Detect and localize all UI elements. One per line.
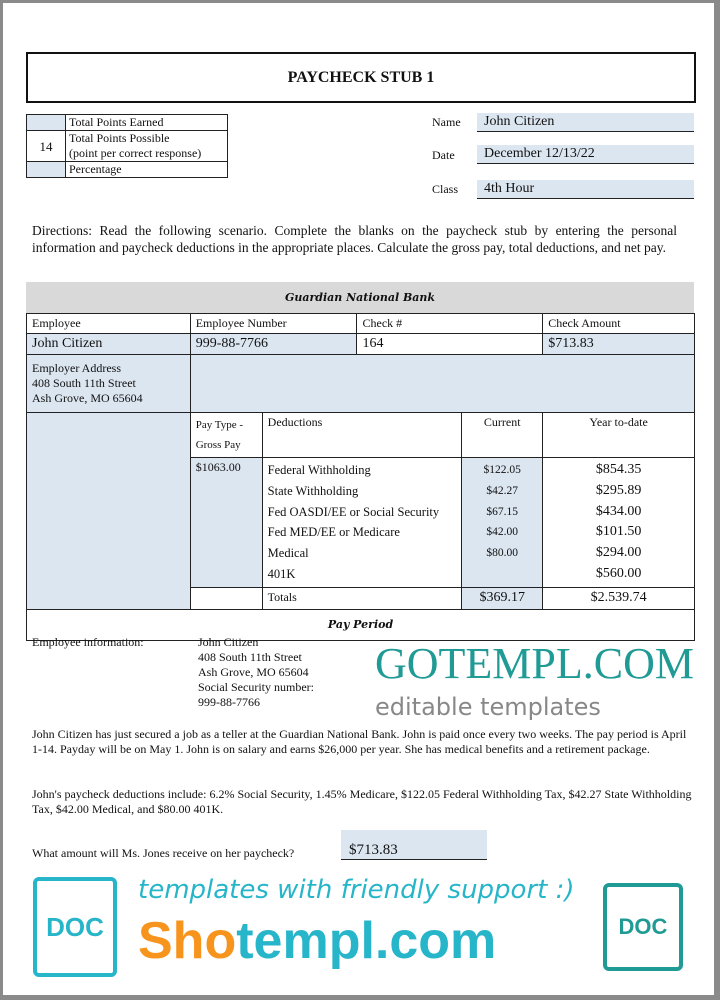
points-possible-label: Total Points Possible (point per correct …: [65, 130, 228, 162]
employee-info-line: 408 South 11th Street: [198, 650, 302, 664]
totals-ytd-field[interactable]: $2.539.74: [542, 586, 695, 610]
deduction-name: Fed MED/EE or Medicare: [267, 525, 400, 540]
deduction-current[interactable]: $42.27: [486, 484, 519, 497]
employer-address-field[interactable]: [189, 354, 696, 413]
points-earned-label: Total Points Earned: [65, 114, 228, 131]
employee-info-line: 999-88-7766: [198, 695, 260, 709]
ytd-header: Year to-date: [542, 412, 695, 458]
points-possible-value: 14: [26, 130, 66, 162]
class-label: Class: [432, 182, 459, 196]
name-field[interactable]: John Citizen: [477, 113, 694, 132]
scenario-paragraph: John Citizen has just secured a job as a…: [32, 727, 687, 756]
deduction-name: 401K: [267, 566, 296, 581]
deduction-name: Federal Withholding: [267, 463, 371, 477]
employee-number-label: Employee Number: [189, 313, 358, 334]
deduction-name: Medical: [267, 546, 309, 561]
check-number-field[interactable]: 164: [356, 333, 544, 355]
pay-period-label: Pay Period: [26, 608, 695, 641]
paycheck-stub: Employee Employee Number Check # Check A…: [26, 313, 696, 641]
points-table: Total Points Earned 14 Total Points Possi…: [26, 114, 228, 178]
deduction-ytd: $854.35: [595, 462, 642, 477]
deduction-names: Federal Withholding State Withholding Fed …: [261, 457, 463, 588]
gross-pay-field[interactable]: $1063.00: [189, 457, 263, 588]
doc-file-icon-2: DOC: [603, 883, 683, 971]
deduction-current[interactable]: $80.00: [486, 547, 519, 560]
page-title: PAYCHECK STUB 1: [26, 52, 696, 103]
totals-current-field[interactable]: $369.17: [461, 586, 544, 610]
deduction-ytd-values: $854.35 $295.89 $434.00 $101.50 $294.00 $560.…: [542, 457, 695, 588]
employee-number-field[interactable]: 999-88-7766: [189, 333, 358, 355]
document-page: PAYCHECK STUB 1 Total Points Earned 14 To…: [3, 3, 714, 995]
deduction-ytd: $560.00: [595, 565, 642, 581]
deduction-current[interactable]: $67.15: [486, 505, 519, 518]
watermark-editable: editable templates: [375, 693, 601, 721]
watermark-brand: Shotempl.com: [138, 912, 497, 970]
doc-file-icon: DOC: [33, 877, 117, 977]
check-number-label: Check #: [356, 313, 544, 334]
watermark-tagline: templates with friendly support :): [138, 875, 575, 905]
deduction-ytd: $295.89: [595, 482, 642, 498]
current-header: Current: [461, 412, 544, 458]
employee-info: John Citizen 408 South 11th Street Ash Gro…: [198, 635, 314, 710]
deduction-name: Fed OASDI/EE or Social Security: [267, 504, 440, 519]
employee-field[interactable]: John Citizen: [26, 333, 191, 355]
name-label: Name: [432, 115, 461, 129]
class-field[interactable]: 4th Hour: [477, 180, 694, 199]
deduction-current-values: $122.05 $42.27 $67.15 $42.00 $80.00: [461, 457, 544, 588]
deduction-ytd: $101.50: [595, 524, 642, 540]
employee-info-label: Employee information:: [32, 635, 144, 649]
watermark-gotempl: GOTEMPL.COM: [375, 639, 695, 688]
deduction-ytd: $294.00: [595, 545, 642, 561]
totals-label: Totals: [261, 586, 463, 610]
date-label: Date: [432, 148, 455, 162]
employee-label: Employee: [26, 313, 191, 334]
check-amount-label: Check Amount: [542, 313, 695, 334]
question-label: What amount will Ms. Jones receive on he…: [32, 846, 295, 860]
deduction-name: State Withholding: [267, 483, 359, 498]
percentage-label: Percentage: [65, 161, 228, 178]
deduction-ytd: $434.00: [595, 503, 642, 519]
pay-type-header: Pay Type - Gross Pay: [189, 412, 263, 458]
deductions-paragraph: John's paycheck deductions include: 6.2%…: [32, 787, 692, 816]
deduction-current[interactable]: $42.00: [486, 526, 519, 539]
check-amount-field[interactable]: $713.83: [542, 333, 695, 355]
employer-address: Employer Address 408 South 11th Street Ash…: [26, 354, 191, 413]
employee-info-line: John Citizen: [198, 635, 259, 649]
answer-field[interactable]: $713.83: [341, 830, 487, 860]
deduction-current[interactable]: [467, 564, 537, 585]
bank-name: Guardian National Bank: [26, 282, 694, 313]
date-field[interactable]: December 12/13/22: [477, 145, 694, 164]
deduction-current[interactable]: $122.05: [483, 464, 521, 476]
directions: Directions: Read the following scenario.…: [32, 223, 677, 255]
deductions-header: Deductions: [261, 412, 463, 458]
employee-info-line: Social Security number:: [198, 680, 314, 694]
employee-info-line: Ash Grove, MO 65604: [198, 665, 309, 679]
